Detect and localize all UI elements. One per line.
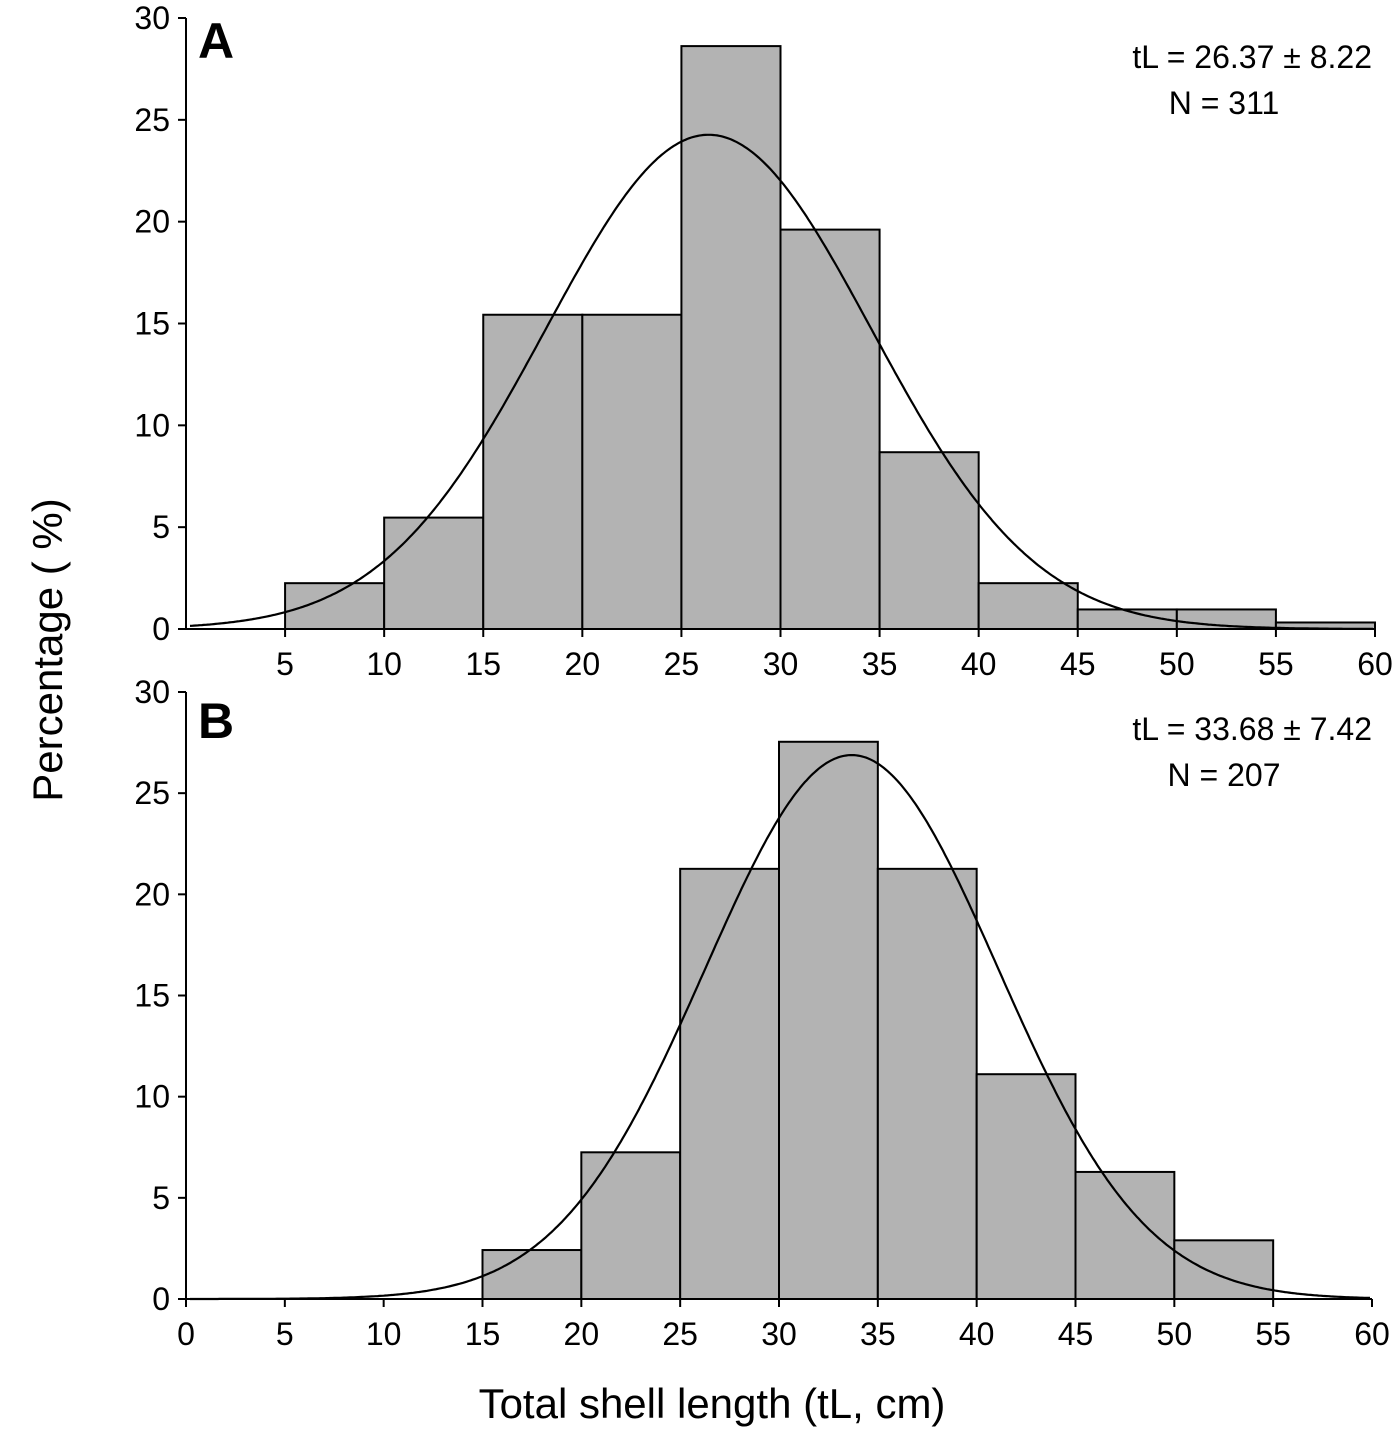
x-tick-label: 20 — [564, 1316, 600, 1352]
y-tick-label: 25 — [134, 775, 170, 811]
y-tick-label: 5 — [152, 509, 170, 545]
histogram-bar — [680, 45, 782, 630]
x-tick-label: 30 — [761, 1316, 797, 1352]
y-tick-label: 0 — [152, 1281, 170, 1317]
x-tick-label: 25 — [664, 646, 700, 682]
x-tick-label: 10 — [366, 646, 402, 682]
histogram-bar — [1173, 1239, 1275, 1301]
x-tick-label: 35 — [862, 646, 898, 682]
histogram-bar — [580, 1151, 682, 1301]
y-tick-label: 10 — [134, 407, 170, 443]
x-tick-label: 40 — [961, 646, 997, 682]
x-tick-label: 0 — [177, 1316, 195, 1352]
y-tick-label: 10 — [134, 1079, 170, 1115]
stat-mean-sd: tL = 33.68 ± 7.42 — [1132, 711, 1372, 747]
histogram-bar — [481, 1249, 583, 1300]
y-tick-label: 30 — [134, 674, 170, 710]
panel-b: B tL = 33.68 ± 7.42 N = 207 0 5 10 15 20 25 30… — [134, 674, 1389, 1352]
x-tick-label: 55 — [1255, 1316, 1291, 1352]
y-tick-label: 20 — [134, 204, 170, 240]
x-tick-label: 30 — [763, 646, 799, 682]
histogram-bar — [284, 582, 386, 630]
x-tick-label: 50 — [1159, 646, 1195, 682]
stat-mean-sd: tL = 26.37 ± 8.22 — [1132, 39, 1372, 75]
y-tick-label: 15 — [134, 978, 170, 1014]
x-tick-label: 25 — [662, 1316, 698, 1352]
y-tick-label: 25 — [134, 102, 170, 138]
histogram-bar — [1074, 1170, 1176, 1301]
x-tick-label: 35 — [860, 1316, 896, 1352]
histogram-bar — [876, 867, 978, 1301]
histogram-bar — [779, 228, 881, 630]
y-axis-label: Percentage ( %) — [24, 498, 71, 801]
y-tick-label: 15 — [134, 306, 170, 342]
x-tick-label: 55 — [1258, 646, 1294, 682]
x-tick-label: 60 — [1354, 1316, 1390, 1352]
histogram-bar — [581, 313, 683, 630]
histogram-bar — [878, 451, 980, 631]
x-tick-label: 60 — [1357, 646, 1393, 682]
histogram-bar — [977, 582, 1079, 630]
panel-letter: B — [198, 693, 234, 749]
stat-n: N = 311 — [1169, 85, 1280, 121]
stat-n: N = 207 — [1168, 757, 1281, 793]
x-tick-label: 20 — [565, 646, 601, 682]
y-tick-label: 0 — [152, 611, 170, 647]
histogram-bar — [975, 1073, 1077, 1300]
y-tick-label: 20 — [134, 876, 170, 912]
x-tick-label: 5 — [276, 646, 294, 682]
panel-a: A tL = 26.37 ± 8.22 N = 311 5 10 15 20 25 30 3… — [134, 0, 1392, 682]
x-tick-label: 10 — [366, 1316, 402, 1352]
x-tick-label: 5 — [276, 1316, 294, 1352]
histogram-bar — [778, 740, 879, 1300]
x-tick-label: 45 — [1058, 1316, 1094, 1352]
y-tick-label: 30 — [134, 0, 170, 36]
histogram-bar — [482, 313, 584, 630]
histogram-bar — [383, 516, 485, 631]
x-tick-label: 40 — [959, 1316, 995, 1352]
x-tick-label: 45 — [1060, 646, 1096, 682]
normal-fit-curve — [189, 133, 1373, 630]
x-tick-label: 50 — [1157, 1316, 1193, 1352]
normal-fit-curve — [190, 754, 1370, 1301]
panel-letter: A — [198, 13, 234, 69]
x-axis-label: Total shell length (tL, cm) — [479, 1380, 946, 1427]
y-tick-label: 5 — [152, 1180, 170, 1216]
x-tick-label: 15 — [465, 1316, 501, 1352]
x-tick-label: 15 — [465, 646, 501, 682]
histogram-bar — [679, 867, 781, 1301]
